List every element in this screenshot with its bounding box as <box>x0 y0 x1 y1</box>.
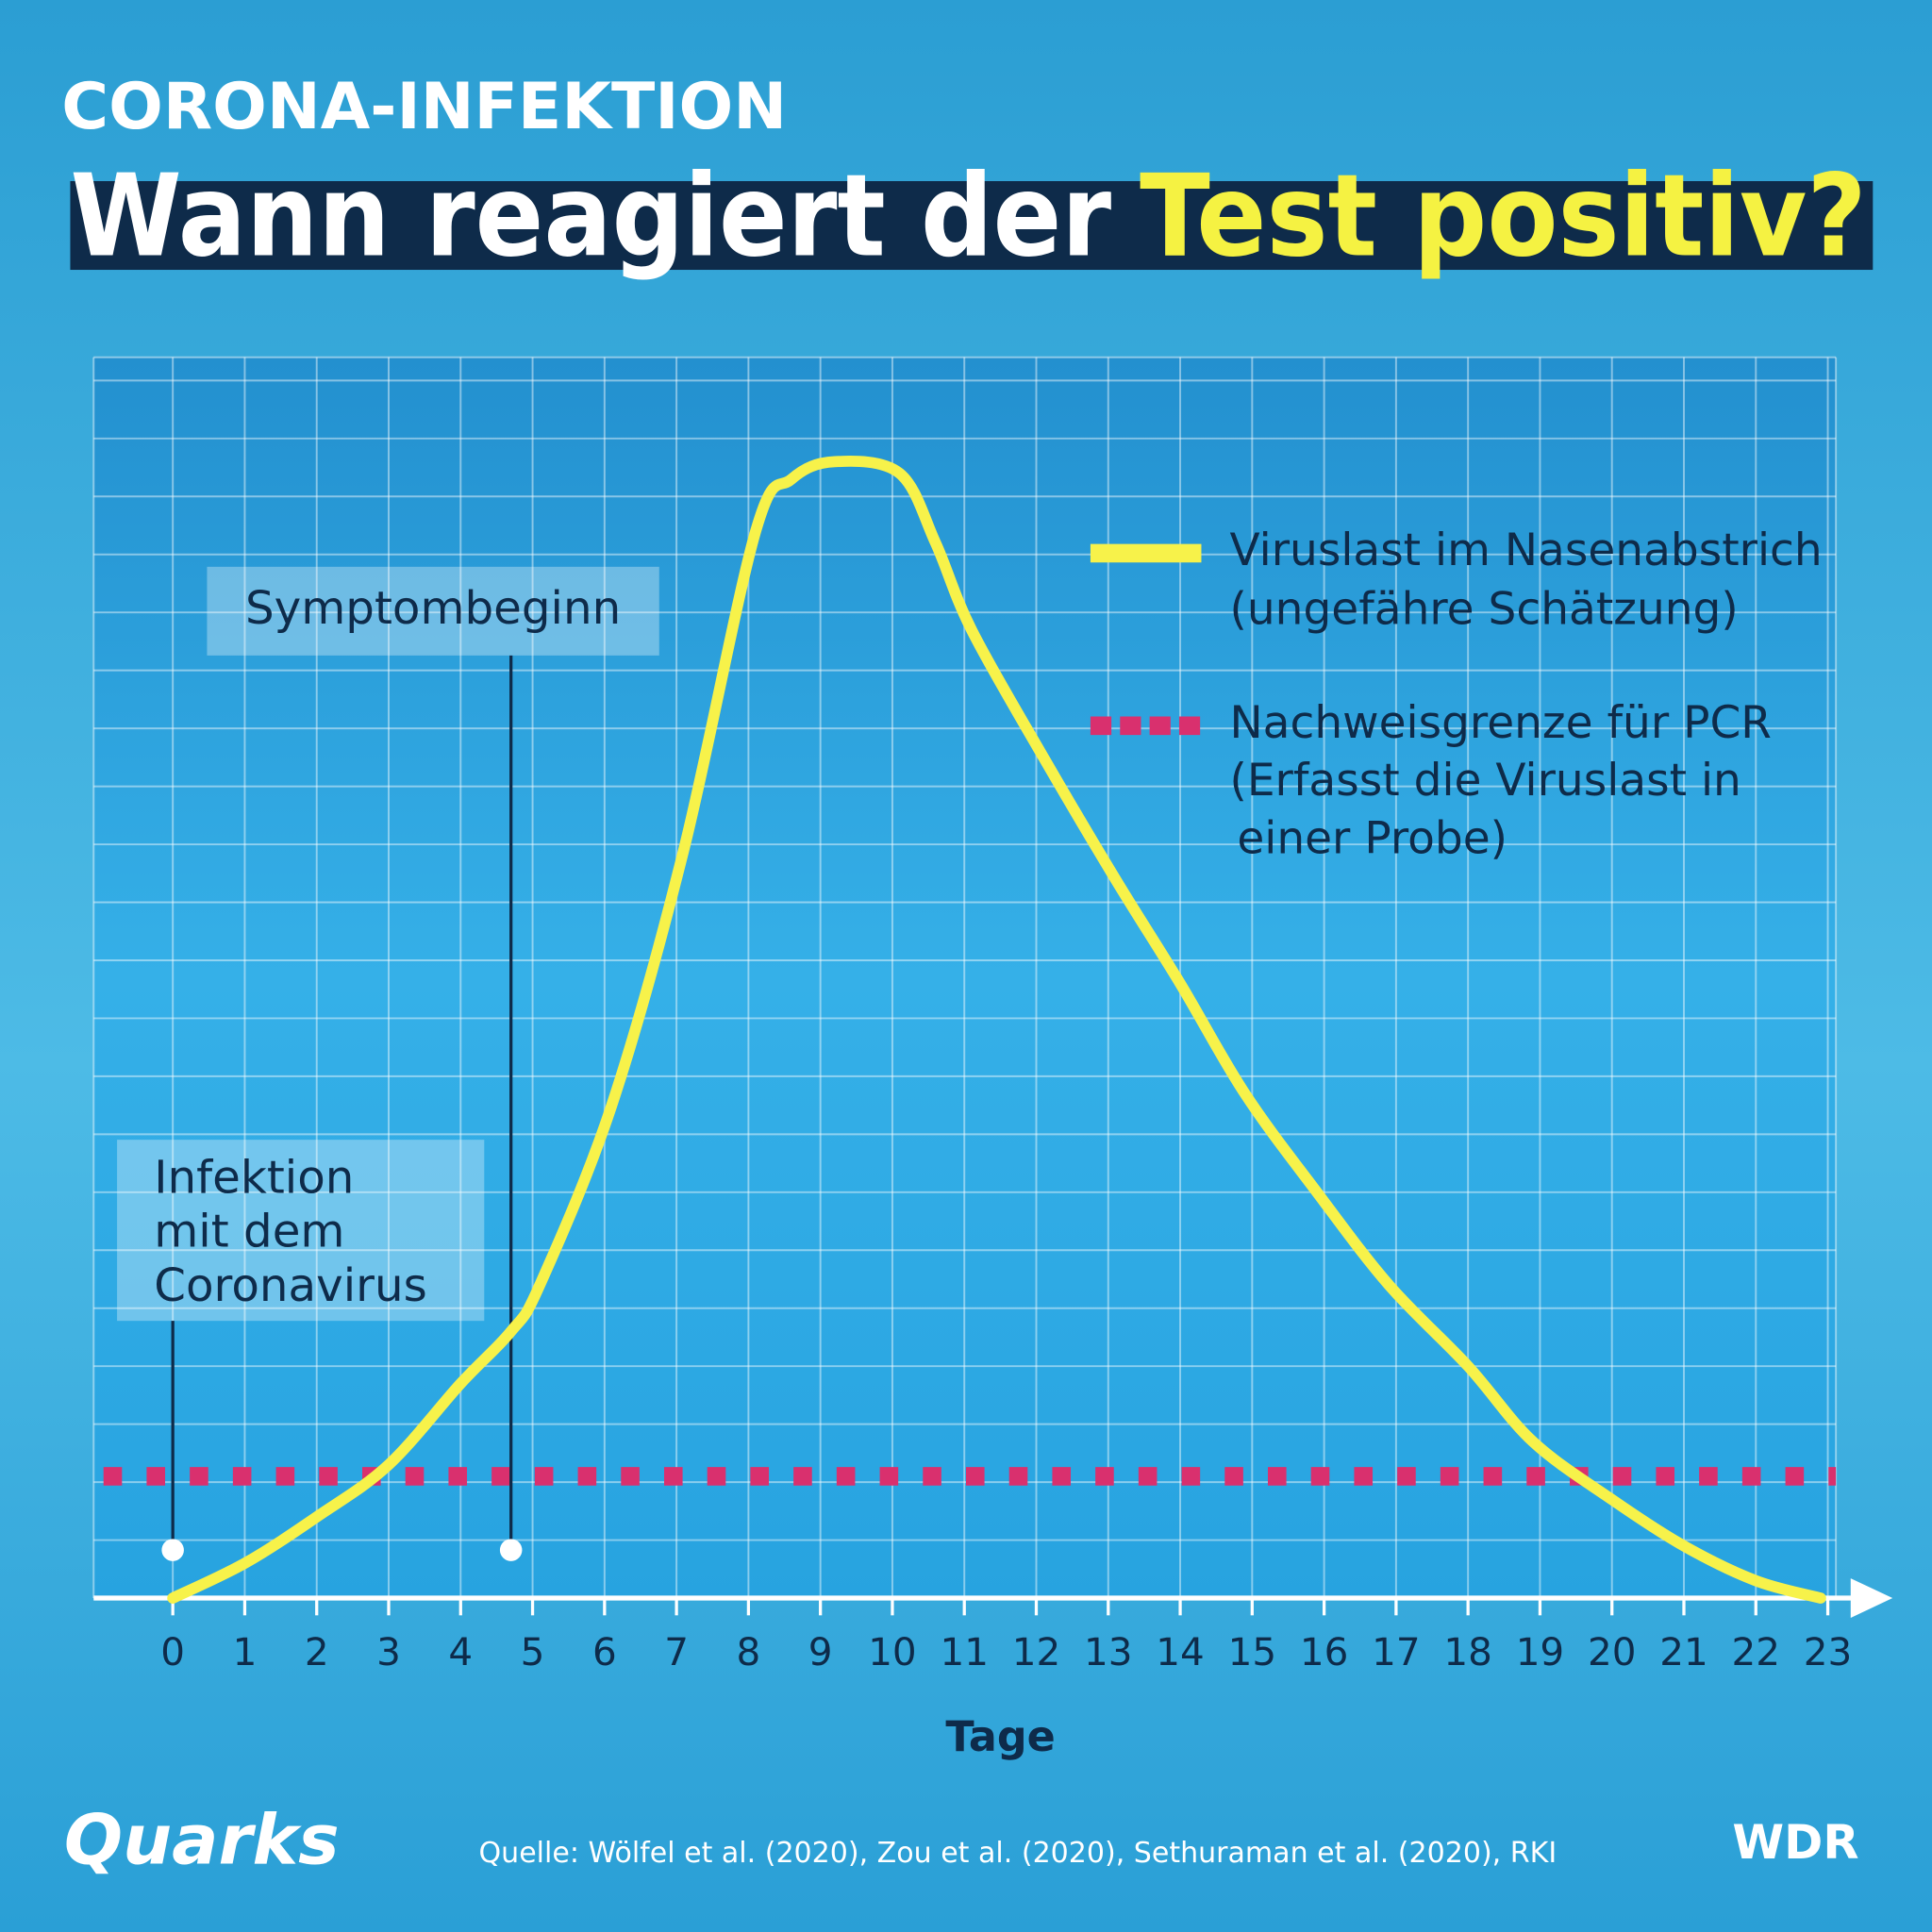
x-axis-arrow <box>1850 1578 1893 1618</box>
plot-background <box>93 357 1837 1599</box>
logo: WDR <box>1732 1815 1858 1870</box>
x-tick-label: 14 <box>1156 1629 1205 1674</box>
x-tick-label: 10 <box>868 1629 917 1674</box>
legend-description: (ungefähre Schätzung) <box>1230 584 1739 636</box>
annotation-text: Symptombeginn <box>245 582 621 635</box>
legend-description: einer Probe) <box>1237 813 1507 865</box>
title: Wann reagiert der <box>70 150 1111 282</box>
x-tick-label: 4 <box>448 1629 473 1674</box>
x-tick-label: 1 <box>233 1629 258 1674</box>
x-tick-label: 8 <box>737 1629 761 1674</box>
x-tick-label: 17 <box>1372 1629 1421 1674</box>
x-tick-label: 12 <box>1012 1629 1061 1674</box>
x-tick-label: 23 <box>1804 1629 1853 1674</box>
x-tick-label: 22 <box>1732 1629 1781 1674</box>
x-tick-label: 9 <box>808 1629 833 1674</box>
annotation-box <box>117 1140 485 1322</box>
annotation-box <box>207 566 659 656</box>
legend-label: Viruslast im Nasenabstrich <box>1230 525 1823 576</box>
x-tick-label: 19 <box>1516 1629 1565 1674</box>
x-tick-label: 3 <box>376 1629 401 1674</box>
plot-area: 0 1 2 3 4 5 6 7 8 9 10 11 12 13 14 15 16 17 18 19 20 21 22 23Sy… <box>92 356 1893 1674</box>
x-axis-label: Tage <box>945 1713 1055 1761</box>
x-tick-label: 6 <box>592 1629 617 1674</box>
x-tick-label: 0 <box>160 1629 185 1674</box>
annotation-text: Infektion <box>154 1151 354 1204</box>
x-tick-label: 2 <box>305 1629 329 1674</box>
logo: Quarks <box>64 1800 340 1880</box>
x-tick-label: 15 <box>1228 1629 1277 1674</box>
x-tick-label: 21 <box>1659 1629 1708 1674</box>
x-tick-label: 5 <box>521 1629 545 1674</box>
source: Quelle: Wölfel et al. (2020), Zou et al.… <box>479 1837 1557 1870</box>
annotation-text: mit dem <box>154 1206 344 1258</box>
legend-description: (Erfasst die Viruslast in <box>1230 755 1741 807</box>
legend-label: Nachweisgrenze für PCR <box>1230 697 1772 749</box>
x-tick-label: 7 <box>664 1629 689 1674</box>
kicker: CORONA-INFEKTION <box>61 70 787 144</box>
x-tick-label: 11 <box>940 1629 989 1674</box>
x-tick-label: 16 <box>1300 1629 1349 1674</box>
x-tick-label: 13 <box>1084 1629 1133 1674</box>
title-highlight: Test positiv? <box>1140 150 1867 282</box>
x-tick-label: 18 <box>1443 1629 1492 1674</box>
annotation-text: Coronavirus <box>154 1259 427 1312</box>
annotation-dot <box>499 1539 523 1561</box>
title-bar <box>70 181 1874 271</box>
annotation-dot <box>161 1539 184 1561</box>
data-line <box>167 456 1826 1604</box>
x-tick-label: 20 <box>1588 1629 1637 1674</box>
